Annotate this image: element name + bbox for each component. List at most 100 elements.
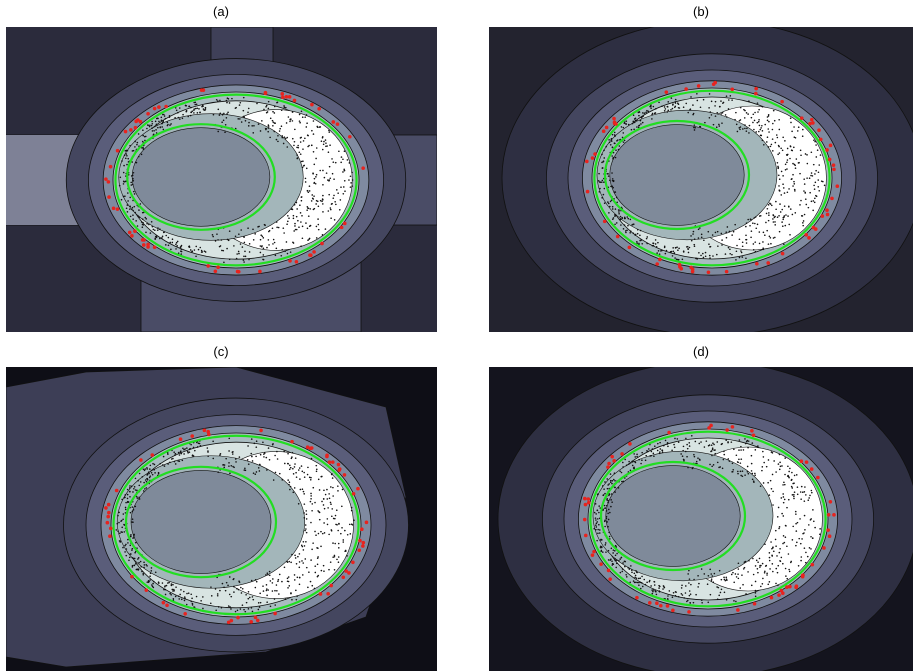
sample-point <box>240 229 242 231</box>
sample-point <box>636 241 638 243</box>
sample-point <box>603 194 605 196</box>
sample-point <box>292 209 294 211</box>
sample-point <box>229 473 231 475</box>
sample-point <box>644 112 646 114</box>
marker <box>658 258 662 262</box>
sample-point <box>344 190 346 192</box>
sample-point <box>117 515 119 517</box>
sample-point <box>610 473 612 475</box>
sample-point <box>787 154 789 156</box>
sample-point <box>795 530 797 532</box>
sample-point <box>769 568 771 570</box>
marker <box>583 518 587 522</box>
sample-point <box>674 446 676 448</box>
sample-point <box>317 218 319 220</box>
sample-point <box>258 123 260 125</box>
sample-point <box>805 552 807 554</box>
sample-point <box>240 608 242 610</box>
sample-point <box>739 129 741 131</box>
sample-point <box>697 586 699 588</box>
sample-point <box>614 550 616 552</box>
sample-point <box>132 214 134 216</box>
sample-point <box>792 163 794 165</box>
sample-point <box>785 568 787 570</box>
sample-point <box>330 209 332 211</box>
sample-point <box>760 586 762 588</box>
sample-point <box>604 507 606 509</box>
sample-point <box>165 118 167 120</box>
sample-point <box>230 465 232 467</box>
sample-point <box>129 491 131 493</box>
sample-point <box>618 560 620 562</box>
sample-point <box>217 100 219 102</box>
sample-point <box>294 555 296 557</box>
sample-point <box>327 179 329 181</box>
sample-point <box>718 595 720 597</box>
marker <box>165 604 169 608</box>
sample-point <box>341 156 343 158</box>
sample-point <box>682 594 684 596</box>
sample-point <box>350 186 352 188</box>
sample-point <box>222 250 224 252</box>
sample-point <box>755 227 757 229</box>
sample-point <box>634 573 636 575</box>
sample-point <box>295 457 297 459</box>
marker <box>826 528 830 532</box>
sample-point <box>269 571 271 573</box>
sample-point <box>252 611 254 613</box>
sample-point <box>640 463 642 465</box>
sample-point <box>281 135 283 137</box>
sample-point <box>223 467 225 469</box>
marker <box>593 152 597 156</box>
sample-point <box>225 124 227 126</box>
sample-point <box>330 561 332 563</box>
sample-point <box>786 578 788 580</box>
sample-point <box>746 441 748 443</box>
sample-point <box>244 469 246 471</box>
sample-point <box>701 599 703 601</box>
sample-point <box>630 219 632 221</box>
panel-image <box>489 367 913 671</box>
sample-point <box>191 251 193 253</box>
sample-point <box>795 511 797 513</box>
sample-point <box>762 130 764 132</box>
sample-point <box>787 465 789 467</box>
sample-point <box>169 462 171 464</box>
sample-point <box>279 128 281 130</box>
sample-point <box>633 129 635 131</box>
sample-point <box>296 208 298 210</box>
marker <box>583 497 587 501</box>
sample-point <box>783 535 785 537</box>
sample-point <box>133 509 135 511</box>
sample-point <box>132 565 134 567</box>
sample-point <box>694 124 696 126</box>
sample-point <box>762 451 764 453</box>
sample-point <box>138 209 140 211</box>
sample-point <box>636 572 638 574</box>
sample-point <box>302 574 304 576</box>
panel-image <box>489 27 913 332</box>
sample-point <box>659 442 661 444</box>
sample-point <box>664 110 666 112</box>
sample-point <box>174 117 176 119</box>
sample-point <box>272 444 274 446</box>
sample-point <box>175 243 177 245</box>
sample-point <box>267 574 269 576</box>
sample-point <box>796 158 798 160</box>
sample-point <box>274 598 276 600</box>
marker <box>362 541 366 545</box>
sample-point <box>177 460 179 462</box>
sample-point <box>306 513 308 515</box>
sample-point <box>302 148 304 150</box>
sample-point <box>331 473 333 475</box>
sample-point <box>182 118 184 120</box>
sample-point <box>626 465 628 467</box>
sample-point <box>602 161 604 163</box>
marker <box>142 238 146 242</box>
sample-point <box>677 438 679 440</box>
sample-point <box>602 551 604 553</box>
sample-point <box>779 190 781 192</box>
sample-point <box>780 194 782 196</box>
sample-point <box>623 141 625 143</box>
sample-point <box>240 102 242 104</box>
